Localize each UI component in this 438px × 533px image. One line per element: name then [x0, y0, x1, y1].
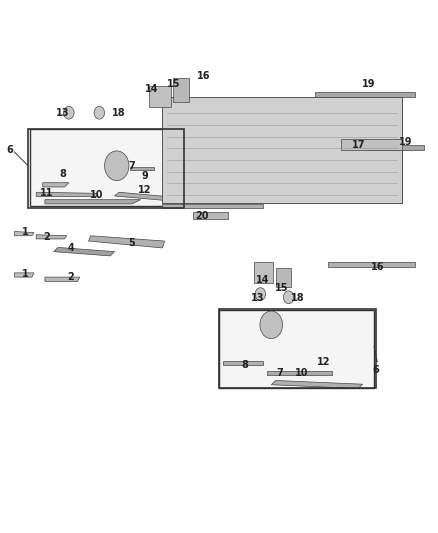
Text: 10: 10 [90, 190, 104, 200]
Text: 6: 6 [372, 365, 379, 375]
Bar [28, 128, 184, 208]
Polygon shape [53, 247, 115, 256]
Text: 14: 14 [256, 274, 269, 285]
Text: 16: 16 [371, 262, 385, 271]
Polygon shape [315, 92, 415, 97]
Text: 17: 17 [352, 140, 365, 150]
Circle shape [260, 311, 283, 338]
Text: 20: 20 [195, 211, 208, 221]
Text: 4: 4 [67, 243, 74, 253]
Text: 8: 8 [59, 169, 66, 179]
Polygon shape [223, 361, 262, 365]
Bar [30, 129, 182, 206]
Text: 12: 12 [317, 357, 330, 367]
Text: 2: 2 [67, 272, 74, 282]
Text: 8: 8 [242, 360, 248, 369]
Text: 7: 7 [276, 368, 283, 377]
Polygon shape [130, 167, 154, 170]
Polygon shape [149, 86, 171, 108]
Circle shape [105, 151, 129, 181]
Text: 1: 1 [22, 270, 29, 279]
Text: 12: 12 [138, 184, 152, 195]
Polygon shape [162, 97, 402, 203]
Circle shape [64, 107, 74, 119]
Bar [219, 309, 376, 389]
Polygon shape [271, 381, 363, 389]
Text: 13: 13 [251, 293, 265, 303]
Polygon shape [115, 192, 167, 200]
Polygon shape [267, 371, 332, 375]
Text: 7: 7 [129, 161, 135, 171]
Text: 5: 5 [129, 238, 135, 248]
Text: 15: 15 [166, 78, 180, 88]
Polygon shape [173, 78, 188, 102]
Circle shape [94, 107, 105, 119]
Text: 2: 2 [44, 232, 50, 243]
Polygon shape [193, 213, 228, 219]
Polygon shape [45, 200, 141, 204]
Polygon shape [367, 144, 424, 150]
Text: 19: 19 [399, 137, 413, 147]
Polygon shape [14, 273, 34, 277]
Text: 10: 10 [295, 368, 308, 377]
Polygon shape [43, 183, 69, 187]
Bar [219, 310, 374, 389]
Polygon shape [36, 235, 67, 239]
Polygon shape [276, 268, 291, 287]
Text: 9: 9 [141, 172, 148, 181]
Text: 16: 16 [197, 70, 211, 80]
Text: 11: 11 [40, 188, 54, 198]
Text: 13: 13 [56, 108, 69, 118]
Text: 1: 1 [22, 227, 29, 237]
Polygon shape [254, 262, 273, 284]
Polygon shape [88, 236, 165, 248]
Text: 6: 6 [7, 145, 14, 155]
Polygon shape [328, 262, 415, 266]
Text: 15: 15 [276, 282, 289, 293]
Text: 18: 18 [290, 293, 304, 303]
Polygon shape [36, 192, 97, 197]
Polygon shape [14, 231, 34, 236]
Text: 18: 18 [112, 108, 126, 118]
Polygon shape [341, 139, 402, 150]
Text: 19: 19 [362, 78, 376, 88]
Circle shape [283, 291, 294, 304]
Text: 14: 14 [145, 84, 158, 94]
Polygon shape [45, 277, 80, 281]
Polygon shape [162, 204, 262, 208]
Circle shape [255, 288, 265, 301]
